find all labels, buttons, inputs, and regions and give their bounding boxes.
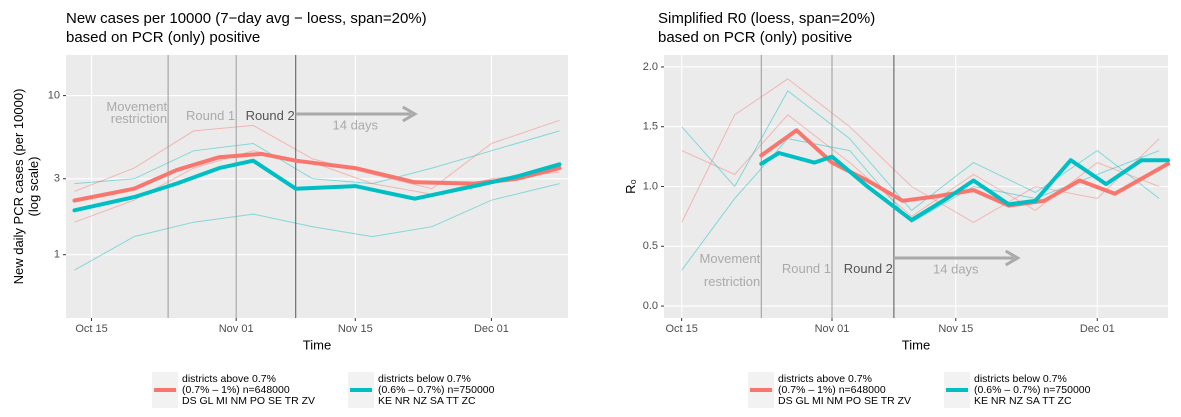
chart-title: New cases per 10000 (7−day avg − loess, …: [66, 10, 427, 27]
y-tick-label: 3: [54, 173, 60, 185]
event-label: Round 2: [844, 261, 893, 276]
x-axis-title: Time: [303, 337, 331, 352]
event-label-line: Round 1: [186, 108, 235, 123]
event-label: Round 1: [782, 261, 831, 276]
arrow-label: 14 days: [933, 261, 979, 276]
chart-title: Simplified R0 (loess, span=20%): [658, 10, 875, 27]
x-tick-label: Dec 01: [474, 323, 509, 335]
district-line: [74, 119, 560, 192]
y-tick-label: 0.5: [643, 240, 658, 252]
x-tick-label: Nov 15: [938, 323, 973, 335]
chart-subtitle: based on PCR (only) positive: [66, 29, 260, 46]
y-tick-label: 1: [54, 249, 60, 261]
event-label-line: Movement: [700, 251, 761, 266]
event-label-line: Round 2: [844, 261, 893, 276]
y-tick-label: 1.5: [643, 121, 658, 133]
y-tick-label: 0.0: [643, 300, 658, 312]
y-axis-title-line: (log scale): [26, 157, 41, 217]
event-label: Round 2: [246, 108, 295, 123]
event-label-line: restriction: [704, 274, 760, 289]
x-tick-label: Oct 15: [75, 323, 107, 335]
series-line: [72, 158, 562, 213]
event-label-line: Movement: [106, 99, 167, 114]
y-axis-title: New daily PCR cases (per 10000)(log scal…: [11, 89, 41, 285]
arrow-head: [1004, 249, 1021, 267]
x-tick-label: Nov 01: [219, 323, 254, 335]
y-tick-label: 10: [48, 90, 60, 102]
arrow-label: 14 days: [333, 117, 379, 132]
district-line: [74, 183, 560, 271]
x-tick-label: Oct 15: [665, 323, 697, 335]
y-tick-label: 2.0: [643, 61, 658, 73]
chart-subtitle: based on PCR (only) positive: [658, 29, 852, 46]
series-line: [759, 151, 1170, 222]
y-axis-title-line: R₀: [623, 179, 638, 194]
x-axis-title: Time: [902, 337, 930, 352]
legend-detail: (0.6% – 0.7%) n=750000: [974, 384, 1091, 396]
event-label-line: restriction: [111, 111, 167, 126]
district-line: [681, 78, 1160, 223]
legend-detail: (0.6% – 0.7%) n=750000: [378, 384, 495, 396]
legend-label: districts above 0.7%: [778, 373, 872, 385]
legend-label: districts above 0.7%: [182, 373, 276, 385]
legend-detail: DS GL MI NM PO SE TR ZV: [182, 395, 315, 407]
legend-detail: (0.7% – 1%) n=648000: [182, 384, 290, 396]
district-line: [74, 130, 560, 185]
event-label: Movement restriction: [700, 251, 761, 289]
arrow-head: [402, 105, 418, 123]
event-label-line: Round 2: [246, 108, 295, 123]
x-tick-label: Nov 15: [338, 323, 373, 335]
legend-detail: (0.7% – 1%) n=648000: [778, 384, 886, 396]
legend-detail: KE NR NZ SA TT ZC: [378, 395, 476, 407]
district-line: [681, 114, 1160, 218]
event-label: Movement restriction: [106, 99, 167, 126]
legend-detail: DS GL MI NM PO SE TR ZV: [778, 395, 911, 407]
legend-label: districts below 0.7%: [378, 373, 471, 385]
legend-detail: KE NR NZ SA TT ZC: [974, 395, 1072, 407]
y-tick-label: 1.0: [643, 180, 658, 192]
legend-label: districts below 0.7%: [974, 373, 1067, 385]
x-tick-label: Nov 01: [815, 323, 850, 335]
y-axis-title: R₀: [623, 179, 638, 194]
y-axis-title-line: New daily PCR cases (per 10000): [11, 89, 26, 285]
x-tick-label: Dec 01: [1080, 323, 1115, 335]
event-label: Round 1: [186, 108, 235, 123]
event-label-line: Round 1: [782, 261, 831, 276]
